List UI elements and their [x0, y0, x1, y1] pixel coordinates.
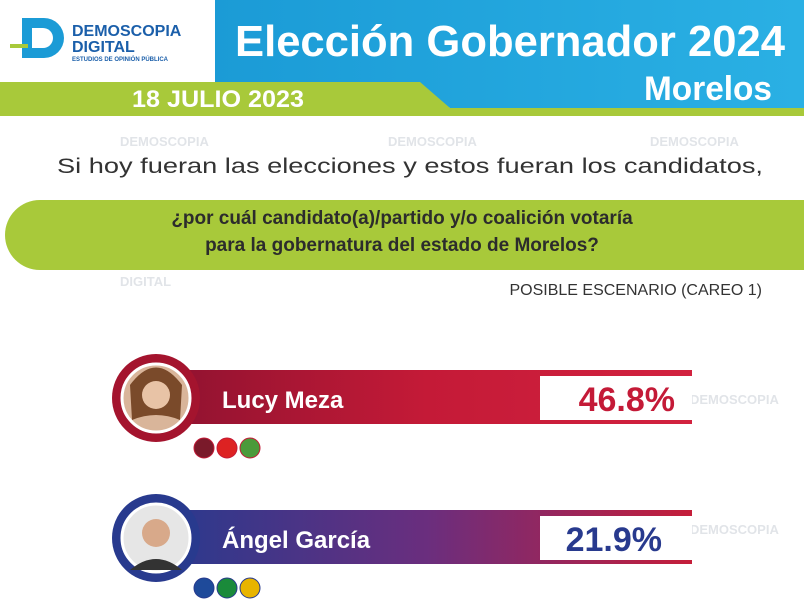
- title: Elección Gobernador 2024: [235, 17, 786, 66]
- question-intro: Si hoy fueran las elecciones y estos fue…: [57, 155, 763, 178]
- party-logo: [239, 577, 261, 599]
- candidate-result: 21.9%: [566, 521, 662, 559]
- result-box: [540, 516, 692, 560]
- watermark-text: DEMOSCOPIA: [388, 134, 477, 149]
- photo-face: [142, 381, 170, 409]
- party-logo: [216, 437, 238, 459]
- scenario: POSIBLE ESCENARIO (CAREO 1): [509, 282, 762, 299]
- watermark-text: DIGITAL: [120, 274, 171, 289]
- logo-tagline: ESTUDIOS DE OPINIÓN PÚBLICA: [72, 55, 169, 63]
- watermark-text: DEMOSCOPIA: [690, 522, 779, 537]
- photo-face: [142, 519, 170, 547]
- watermark: DIGITAL: [120, 274, 171, 289]
- candidate-row: Ángel García 21.9%: [112, 494, 692, 599]
- watermark: DEMOSCOPIA: [690, 392, 779, 407]
- party-logo: [193, 437, 215, 459]
- logo-accent: [10, 44, 28, 48]
- subtitle: Morelos: [644, 70, 772, 108]
- watermark-text: DEMOSCOPIA: [120, 134, 209, 149]
- result-box: [540, 376, 692, 420]
- watermark: DEMOSCOPIA: [690, 522, 779, 537]
- date: 18 JULIO 2023: [132, 86, 304, 113]
- question-line2: para la gobernatura del estado de Morelo…: [205, 235, 599, 256]
- logo-name: DEMOSCOPIA: [72, 23, 182, 40]
- candidate-name: Lucy Meza: [222, 387, 344, 414]
- candidate-result: 46.8%: [579, 381, 675, 419]
- party-logo: [239, 437, 261, 459]
- header-band: [215, 0, 804, 108]
- watermark: DEMOSCOPIA: [120, 134, 209, 149]
- party-logo: [216, 577, 238, 599]
- candidate-row: Lucy Meza 46.8%: [112, 354, 692, 459]
- photo-suit: [130, 559, 182, 570]
- question-band: [5, 200, 804, 270]
- date-band: [0, 82, 804, 116]
- candidate-name: Ángel García: [222, 526, 371, 554]
- logo: DEMOSCOPIA DIGITAL ESTUDIOS DE OPINIÓN P…: [10, 18, 182, 63]
- party-logo: [193, 577, 215, 599]
- watermarks: DEMOSCOPIA DEMOSCOPIA DEMOSCOPIA DIGITAL…: [120, 134, 779, 537]
- logo-name2: DIGITAL: [72, 39, 135, 56]
- question-line1: ¿por cuál candidato(a)/partido y/o coali…: [171, 208, 633, 229]
- watermark: DEMOSCOPIA: [388, 134, 477, 149]
- watermark: DEMOSCOPIA: [650, 134, 739, 149]
- logo-mark-inner: [32, 28, 53, 48]
- watermark-text: DEMOSCOPIA: [650, 134, 739, 149]
- watermark-text: DEMOSCOPIA: [690, 392, 779, 407]
- logo-bg: [0, 76, 210, 82]
